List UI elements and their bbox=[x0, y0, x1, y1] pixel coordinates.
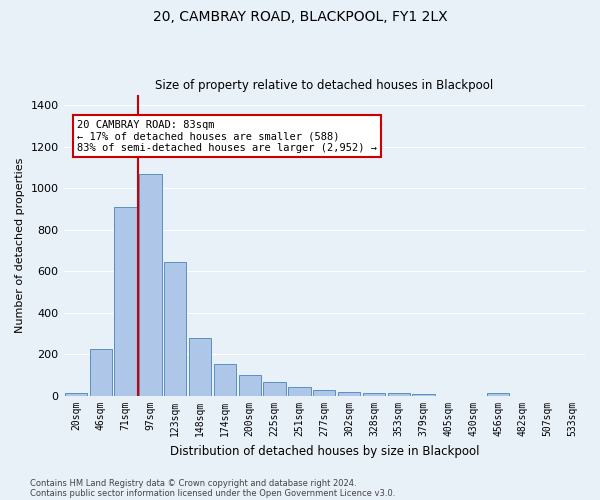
Title: Size of property relative to detached houses in Blackpool: Size of property relative to detached ho… bbox=[155, 79, 493, 92]
Bar bbox=[115, 207, 137, 396]
Bar bbox=[164, 262, 187, 396]
Text: 20 CAMBRAY ROAD: 83sqm
← 17% of detached houses are smaller (588)
83% of semi-de: 20 CAMBRAY ROAD: 83sqm ← 17% of detached… bbox=[77, 120, 377, 152]
Bar bbox=[338, 392, 360, 396]
Bar bbox=[89, 350, 112, 396]
Bar bbox=[239, 376, 261, 396]
Bar bbox=[363, 393, 385, 396]
Text: Contains HM Land Registry data © Crown copyright and database right 2024.: Contains HM Land Registry data © Crown c… bbox=[30, 478, 356, 488]
Bar bbox=[412, 394, 435, 396]
Bar bbox=[139, 174, 161, 396]
Bar bbox=[313, 390, 335, 396]
Bar bbox=[388, 393, 410, 396]
Bar bbox=[487, 393, 509, 396]
Text: 20, CAMBRAY ROAD, BLACKPOOL, FY1 2LX: 20, CAMBRAY ROAD, BLACKPOOL, FY1 2LX bbox=[152, 10, 448, 24]
Text: Contains public sector information licensed under the Open Government Licence v3: Contains public sector information licen… bbox=[30, 488, 395, 498]
Y-axis label: Number of detached properties: Number of detached properties bbox=[15, 158, 25, 333]
X-axis label: Distribution of detached houses by size in Blackpool: Distribution of detached houses by size … bbox=[170, 444, 479, 458]
Bar bbox=[214, 364, 236, 396]
Bar bbox=[288, 388, 311, 396]
Bar bbox=[189, 338, 211, 396]
Bar bbox=[65, 393, 87, 396]
Bar bbox=[263, 382, 286, 396]
